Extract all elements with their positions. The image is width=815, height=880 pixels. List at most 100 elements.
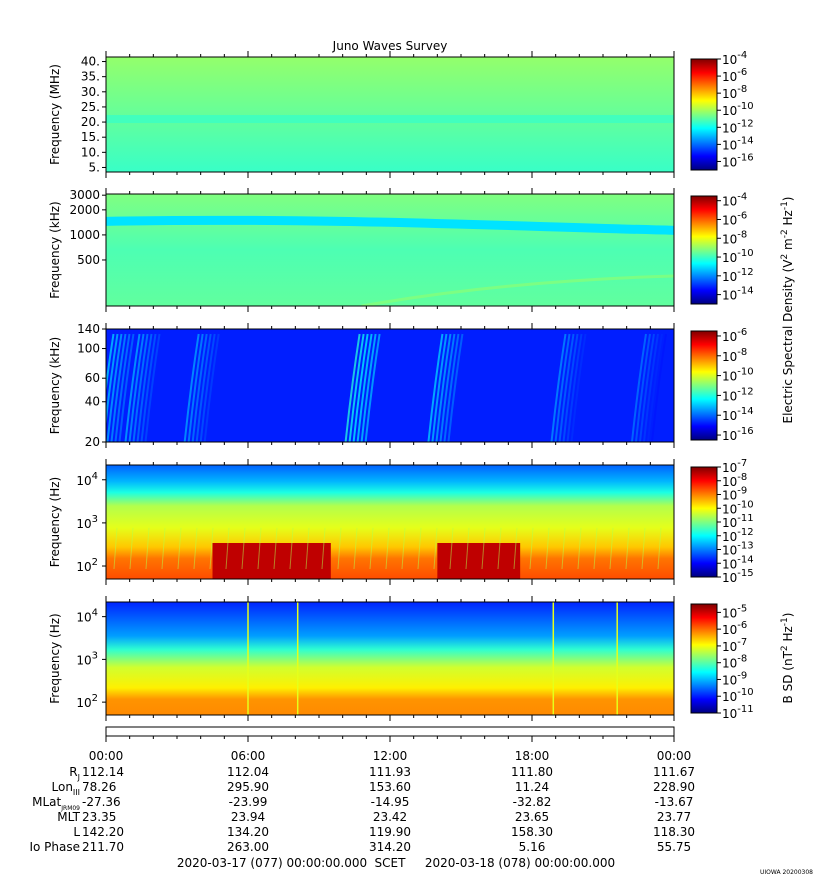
magnetic-colorbar-label: B SD (nT2 Hz-1): [780, 613, 795, 704]
footer-start-time: 2020-03-17 (077) 00:00:00.000: [177, 856, 367, 870]
ephemeris-value: -13.67: [655, 795, 694, 809]
ephemeris-row: Io Phase 211.70 263.00 314.20 5.16 55.75: [29, 840, 691, 854]
ephemeris-value: 158.30: [511, 825, 553, 839]
ephemeris-value: 23.35: [82, 810, 116, 824]
ephemeris-value: 263.00: [227, 840, 269, 854]
ephemeris-value: 23.65: [515, 810, 549, 824]
ephemeris-row: RJ 112.14 112.04 111.93 111.80 111.67: [69, 765, 695, 782]
ephemeris-value: 211.70: [82, 840, 124, 854]
ephemeris-value: 112.04: [227, 765, 269, 779]
ytick-label: 25.: [81, 100, 100, 114]
xtick-label: 00:00: [657, 749, 692, 763]
ephemeris-value: -14.95: [371, 795, 410, 809]
ephemeris-value: 111.67: [653, 765, 695, 779]
ytick-label: 102: [76, 557, 98, 574]
ephemeris-row: LonIII 78.26 295.90 153.60 11.24 228.90: [52, 780, 696, 797]
ephemeris-value: 23.42: [373, 810, 407, 824]
colorbar-tick-label: 10-9: [722, 486, 747, 503]
colorbar-tick-label: 10-10: [722, 499, 754, 516]
colorbar-tick-label: 10-11: [722, 513, 754, 530]
footer-end-time: 2020-03-18 (078) 00:00:00.000: [425, 856, 615, 870]
emission-streak-2: [124, 333, 161, 442]
ytick-label: 104: [76, 471, 98, 488]
ephemeris-value: 142.20: [82, 825, 124, 839]
colorbar-tick-label: 10-14: [722, 135, 754, 152]
ephemeris-label: MLT: [57, 810, 80, 824]
yaxis-label: Frequency (Hz): [48, 613, 62, 704]
ephemeris-value: 111.80: [511, 765, 553, 779]
emission-streak-5: [427, 333, 464, 442]
emission-streak-1: [106, 333, 135, 442]
credit-stamp: UIOWA 20200308: [760, 869, 813, 876]
ephemeris-value: 153.60: [369, 780, 411, 794]
colorbar-tick-label: 10-8: [722, 472, 747, 489]
ytick-label: 10.: [81, 145, 100, 159]
ephemeris-row: MLatJRM09 -27.36 -23.99 -14.95 -32.82 -13.67: [32, 795, 693, 812]
colorbar-4: 10-710-810-910-1010-1110-1210-1310-1410-…: [690, 458, 754, 585]
spectrogram-image: [106, 602, 674, 715]
xtick-label: 00:00: [89, 749, 124, 763]
ephemeris-value: -27.36: [82, 795, 121, 809]
ytick-label: 15.: [81, 130, 100, 144]
ytick-label: 30.: [81, 85, 100, 99]
colorbar-tick-label: 10-14: [722, 406, 754, 423]
ytick-label: 5.: [89, 160, 100, 174]
colorbar-tick-label: 10-4: [722, 192, 747, 209]
ephemeris-value: 118.30: [653, 825, 695, 839]
ytick-label: 104: [76, 608, 98, 625]
colorbar-tick-label: 10-10: [722, 101, 754, 118]
ytick-label: 103: [76, 650, 98, 667]
ytick-label: 500: [77, 253, 100, 267]
colorbar-tick-label: 10-10: [722, 367, 754, 384]
colorbar-tick-label: 10-6: [722, 620, 747, 637]
xtick-label: 18:00: [515, 749, 550, 763]
colorbar-tick-label: 10-7: [722, 637, 747, 654]
colorbar-tick-label: 10-12: [722, 527, 754, 544]
colorbar-tick-label: 10-10: [722, 248, 754, 265]
spectrogram-image: [106, 57, 674, 172]
ephemeris-value: -23.99: [229, 795, 268, 809]
ytick-label: 35.: [81, 70, 100, 84]
emission-streak-7: [630, 333, 667, 442]
ephemeris-value: 23.77: [657, 810, 691, 824]
figure-title: Juno Waves Survey: [332, 39, 448, 53]
xtick-label: 06:00: [231, 749, 266, 763]
time-strip: [105, 726, 675, 737]
colorbar-tick-label: 10-15: [722, 568, 754, 585]
ephemeris-value: 295.90: [227, 780, 269, 794]
ephemeris-label: Io Phase: [29, 840, 80, 854]
ephemeris-label: L: [73, 825, 80, 839]
ytick-label: 20: [85, 435, 100, 449]
footer-scet-label: SCET: [375, 856, 407, 870]
ephemeris-row: MLT 23.35 23.94 23.42 23.65 23.77: [57, 810, 691, 824]
colorbar-3: 10-6 10-8 10-10 10-12 10-14 10-16: [690, 327, 754, 443]
colorbar-tick-label: 10-12: [722, 267, 754, 284]
ephemeris-value: 134.20: [227, 825, 269, 839]
colorbar-tick-label: 10-7: [722, 458, 747, 475]
xtick-label: 12:00: [373, 749, 408, 763]
colorbar-tick-label: 10-14: [722, 286, 754, 303]
ytick-label: 40: [85, 395, 100, 409]
ytick-label: 140: [77, 322, 100, 336]
colorbar-tick-label: 10-6: [722, 327, 747, 344]
colorbar-tick-label: 10-11: [722, 704, 754, 721]
colorbar-tick-label: 10-5: [722, 603, 747, 620]
intense-band-2: [437, 543, 521, 579]
spectrogram-panels: 5.10.15.20.25.30.35.40. Frequency (MHz) 10…: [48, 50, 795, 721]
spectrogram-panel-4: 102 103 104 Frequency (Hz) 10-710-810-910-10…: [48, 458, 754, 585]
colorbar-tick-label: 10-14: [722, 554, 754, 571]
ytick-label: 103: [76, 514, 98, 531]
faint-emission-arc: [361, 274, 674, 306]
time-axis: 00:00 06:00 12:00 18:00 00:00: [89, 726, 692, 763]
ephemeris-value: 5.16: [519, 840, 546, 854]
colorbar-tick-label: 10-8: [722, 654, 747, 671]
colorbar-tick-label: 10-6: [722, 210, 747, 227]
ephemeris-value: 111.93: [369, 765, 411, 779]
colorbar-tick-label: 10-16: [722, 426, 754, 443]
yaxis-label: Frequency (MHz): [48, 64, 62, 165]
colorbar-tick-label: 10-6: [722, 67, 747, 84]
